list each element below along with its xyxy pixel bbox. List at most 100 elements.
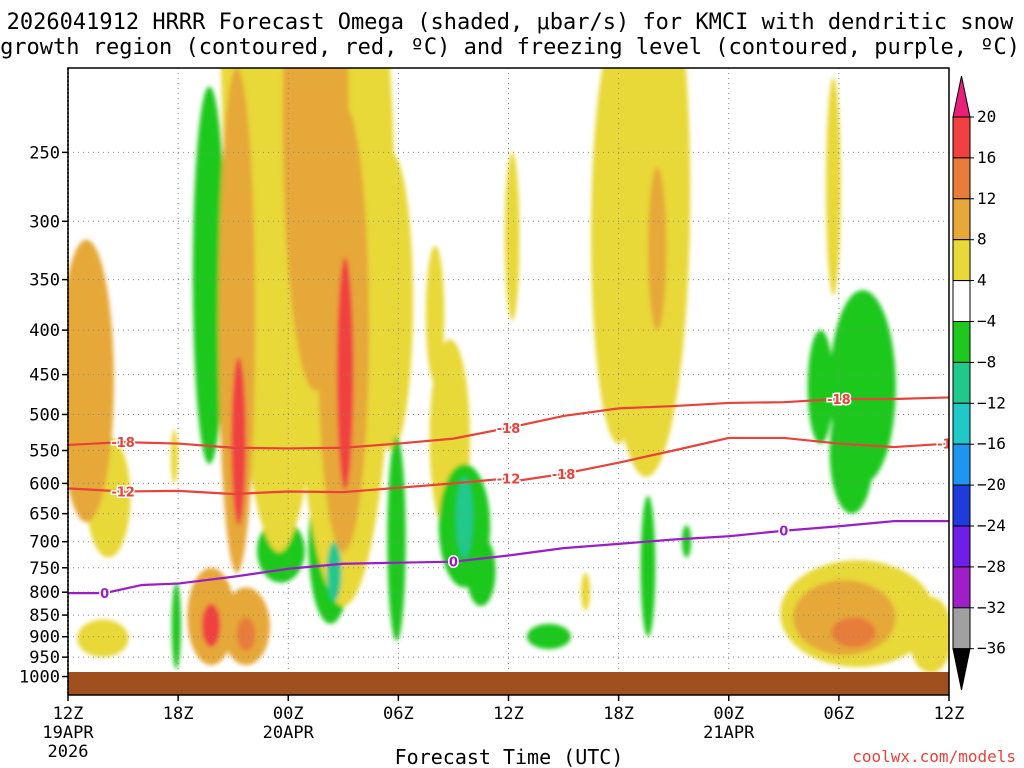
omega-cell bbox=[387, 436, 406, 641]
plot-area: -18 -18 -18 -18 -18 -12 -12 0 0 0 bbox=[68, 68, 961, 695]
colorbar-label: 20 bbox=[977, 107, 996, 126]
x-tick-label: 18Z bbox=[603, 704, 634, 724]
colorbar-label: −4 bbox=[977, 312, 996, 331]
colorbar-swatch bbox=[952, 280, 971, 323]
colorbar-swatch bbox=[952, 116, 971, 159]
contour-label: -18 bbox=[827, 393, 851, 408]
colorbar-label: −8 bbox=[977, 352, 996, 371]
y-tick-label: 950 bbox=[29, 648, 60, 668]
omega-cell bbox=[807, 330, 834, 444]
y-tick-label: 450 bbox=[29, 366, 60, 386]
omega-cell bbox=[201, 603, 221, 648]
colorbar-swatch bbox=[952, 361, 971, 404]
omega-cell bbox=[640, 495, 656, 637]
colorbar-swatch bbox=[952, 443, 971, 486]
contour-line bbox=[68, 477, 509, 496]
y-tick-label: 550 bbox=[29, 442, 60, 462]
omega-cell bbox=[831, 617, 876, 648]
colorbar-bottom-arrow bbox=[952, 648, 971, 691]
colorbar-swatch bbox=[952, 566, 971, 609]
x-tick-label: 00Z bbox=[713, 704, 744, 724]
x-tick-label: 12Z bbox=[493, 704, 524, 724]
contour-label: -18 bbox=[552, 468, 576, 483]
colorbar-label: −32 bbox=[977, 598, 1006, 617]
x-tick-label: 18Z bbox=[163, 704, 194, 724]
y-tick-label: 700 bbox=[29, 533, 60, 553]
omega-cell bbox=[681, 525, 692, 558]
omega-cell bbox=[231, 357, 247, 526]
colorbar-swatch bbox=[952, 607, 971, 650]
x-tick-label: 12Z bbox=[934, 704, 965, 724]
credit-text: coolwx.com/models bbox=[852, 747, 1016, 766]
contour-line bbox=[508, 436, 949, 484]
omega-cell bbox=[580, 572, 591, 611]
colorbar-swatch bbox=[952, 484, 971, 527]
contour-label: -18 bbox=[497, 422, 521, 437]
colorbar: 20 16 12 8 4 −4 −8 −12 −16 −20 −24 −28 −32 −36 bbox=[952, 75, 1006, 691]
y-tick-label: 800 bbox=[29, 583, 60, 603]
x-tick-label: 00Z bbox=[273, 704, 304, 724]
terrain-surface bbox=[68, 672, 949, 695]
colorbar-swatch bbox=[952, 157, 971, 200]
colorbar-label: −28 bbox=[977, 557, 1006, 576]
colorbar-swatch bbox=[952, 321, 971, 363]
colorbar-swatch bbox=[952, 239, 971, 282]
colorbar-swatch bbox=[952, 525, 971, 568]
x-tick-date: 20APR bbox=[263, 723, 315, 743]
y-tick-label: 900 bbox=[29, 628, 60, 648]
omega-cell bbox=[171, 582, 181, 669]
x-tick-date: 21APR bbox=[703, 723, 755, 743]
contour-label: -18 bbox=[937, 438, 961, 453]
y-tick-label: 750 bbox=[29, 559, 60, 579]
colorbar-label: −20 bbox=[977, 475, 1006, 494]
colorbar-label: −12 bbox=[977, 393, 1006, 412]
omega-cell bbox=[829, 391, 874, 514]
colorbar-swatch bbox=[952, 402, 971, 445]
y-tick-label: 850 bbox=[29, 606, 60, 626]
colorbar-label: 8 bbox=[977, 230, 987, 249]
contour-line bbox=[68, 396, 949, 450]
y-tick-label: 350 bbox=[29, 271, 60, 291]
omega-cell bbox=[236, 617, 256, 652]
colorbar-label: 12 bbox=[977, 189, 996, 208]
colorbar-label: 4 bbox=[977, 271, 987, 290]
y-tick-label: 650 bbox=[29, 505, 60, 525]
colorbar-label: −24 bbox=[977, 516, 1006, 535]
omega-cell bbox=[77, 619, 129, 658]
contour-label: 0 bbox=[100, 587, 109, 602]
colorbar-swatch bbox=[952, 198, 971, 241]
x-tick-label: 06Z bbox=[383, 704, 414, 724]
chart-title-line1: 2026041912 HRRR Forecast Omega (shaded, … bbox=[7, 10, 1014, 35]
y-tick-label: 1000 bbox=[19, 668, 60, 688]
omega-cell bbox=[326, 541, 342, 602]
y-tick-label: 250 bbox=[29, 143, 60, 163]
omega-cell bbox=[425, 245, 445, 383]
omega-cell bbox=[197, 208, 214, 437]
x-tick-year: 2026 bbox=[48, 742, 89, 762]
y-tick-label: 400 bbox=[29, 321, 60, 341]
y-axis-ticks: 2503003504004505005506006507007508008509… bbox=[19, 143, 68, 688]
contour-label: -12 bbox=[111, 486, 135, 501]
y-tick-label: 600 bbox=[29, 474, 60, 494]
y-tick-label: 300 bbox=[29, 212, 60, 232]
temperature-contours: -18 -18 -18 -18 -18 -12 -12 0 0 0 bbox=[68, 392, 961, 604]
x-tick-date: 19APR bbox=[42, 723, 94, 743]
colorbar-top-arrow bbox=[952, 75, 971, 118]
omega-cell bbox=[908, 596, 949, 673]
x-tick-label: 06Z bbox=[824, 704, 855, 724]
x-tick-label: 12Z bbox=[53, 704, 84, 724]
colorbar-label: 16 bbox=[977, 148, 996, 167]
omega-cell bbox=[466, 536, 496, 607]
omega-cell bbox=[336, 257, 354, 490]
contour-label: 0 bbox=[779, 525, 788, 540]
contour-label: -12 bbox=[497, 472, 521, 487]
omega-cell bbox=[647, 167, 667, 331]
omega-cell bbox=[456, 477, 473, 558]
omega-cell bbox=[504, 152, 520, 321]
contour-line bbox=[68, 520, 949, 595]
omega-cell bbox=[826, 77, 841, 296]
omega-cell bbox=[170, 429, 179, 484]
omega-cell bbox=[77, 330, 96, 508]
